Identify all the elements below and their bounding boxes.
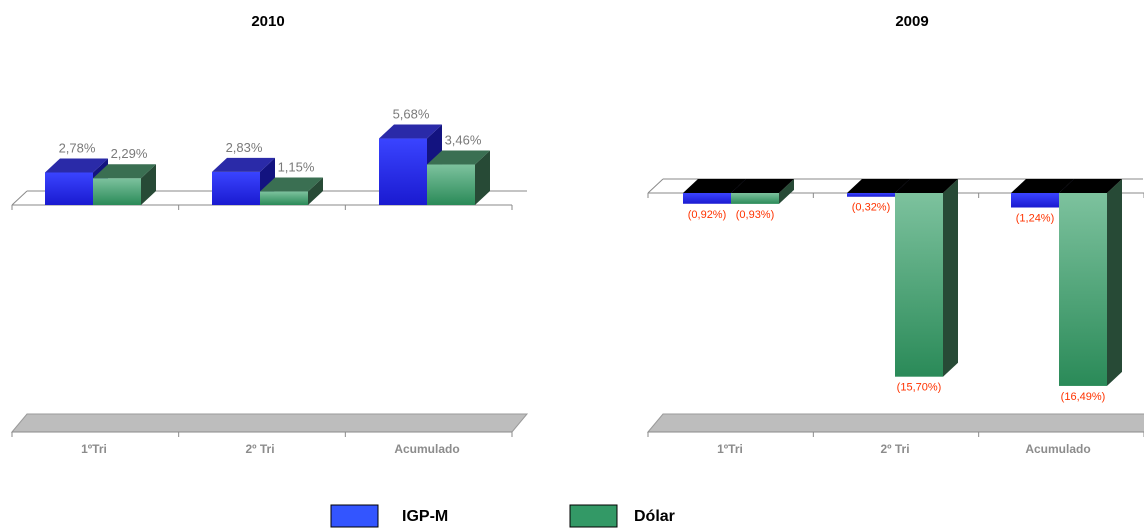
data-label: (0,93%) <box>736 209 775 221</box>
data-label: (0,32%) <box>852 202 891 214</box>
bar-front <box>847 193 895 197</box>
category-label: 2º Tri <box>245 442 274 456</box>
category-labels-2009: 1ºTri 2º Tri Acumulado <box>717 442 1091 456</box>
category-label: Acumulado <box>394 442 459 456</box>
data-label: 3,46% <box>445 133 482 148</box>
zero-line-depth <box>648 179 663 193</box>
bar-front <box>93 178 141 205</box>
bar-side <box>1107 179 1122 386</box>
legend-swatch-dolar <box>570 505 617 527</box>
bar-front <box>895 193 943 377</box>
data-label: 1,15% <box>278 160 315 175</box>
bar-dolar <box>427 151 490 205</box>
data-label: 5,68% <box>393 107 430 122</box>
bar-front <box>1011 193 1059 208</box>
data-label: (16,49%) <box>1061 391 1106 403</box>
category-label: 1ºTri <box>717 442 743 456</box>
chart-title-2010: 2010 <box>251 13 284 30</box>
legend-swatch-igpm <box>331 505 378 527</box>
category-label: 2º Tri <box>880 442 909 456</box>
chart-title-2009: 2009 <box>895 13 928 30</box>
legend-label-dolar: Dólar <box>634 508 675 525</box>
bar-side <box>943 179 958 377</box>
floor-plane <box>12 414 527 432</box>
bar-front <box>212 172 260 205</box>
bar-dolar <box>1059 179 1122 386</box>
chart-2009: 2009 (0,92%) (0,93%) (0,32%) (15,70%) (1,24%… <box>648 13 1144 456</box>
bars-2010 <box>45 125 490 205</box>
zero-line-depth <box>12 191 27 205</box>
data-label: 2,78% <box>59 140 96 155</box>
axis-2010 <box>12 191 527 437</box>
bar-front <box>683 193 731 204</box>
chart-2010: 2010 2,78% 2,29% 2,83% 1,15% 5,68% 3,46% 1ºTr… <box>12 13 527 456</box>
data-label: (0,92%) <box>688 209 727 221</box>
bar-dolar <box>93 164 156 205</box>
legend: IGP-M Dólar <box>331 505 675 527</box>
category-label: 1ºTri <box>81 442 107 456</box>
data-label: 2,29% <box>111 146 148 161</box>
bar-front <box>427 165 475 205</box>
data-label: (15,70%) <box>897 382 942 394</box>
bar-dolar <box>895 179 958 377</box>
bar-front <box>260 192 308 205</box>
bar-front <box>1059 193 1107 386</box>
category-label: Acumulado <box>1025 442 1090 456</box>
bar-front <box>379 139 427 205</box>
data-label: 2,83% <box>226 140 263 155</box>
category-labels-2010: 1ºTri 2º Tri Acumulado <box>81 442 460 456</box>
bar-front <box>731 193 779 204</box>
floor-plane <box>648 414 1144 432</box>
data-label: (1,24%) <box>1016 213 1055 225</box>
bar-front <box>45 172 93 205</box>
legend-label-igpm: IGP-M <box>402 508 448 525</box>
